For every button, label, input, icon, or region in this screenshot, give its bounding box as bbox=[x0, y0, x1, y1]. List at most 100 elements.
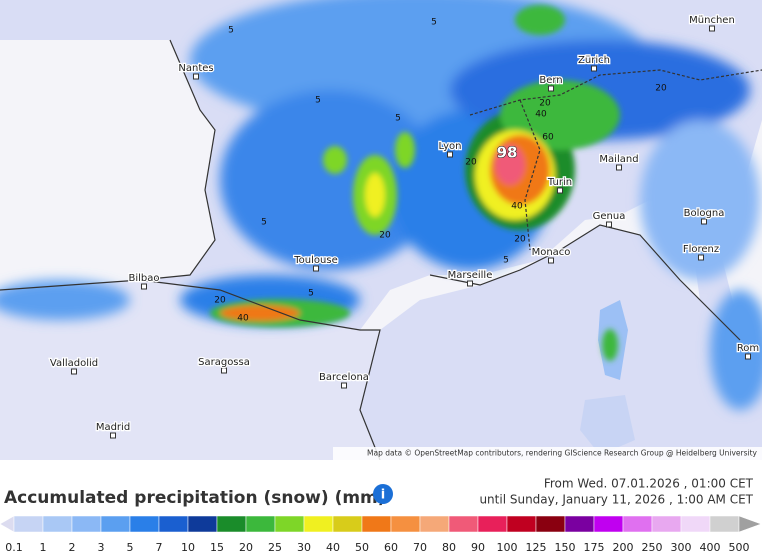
scale-swatch bbox=[361, 515, 392, 533]
city-label: Bilbao bbox=[128, 273, 159, 284]
scale-swatch bbox=[42, 515, 73, 533]
city-marker bbox=[447, 151, 453, 158]
city-label: Lyon bbox=[438, 141, 461, 152]
city-marker bbox=[141, 283, 147, 290]
city-marker bbox=[709, 25, 715, 32]
scale-swatch bbox=[419, 515, 450, 533]
scale-label: 125 bbox=[526, 541, 547, 554]
scale-label: 70 bbox=[413, 541, 427, 554]
contour-label: 5 bbox=[315, 96, 321, 106]
city-marker bbox=[745, 353, 751, 360]
city-label: München bbox=[689, 15, 735, 26]
city-marker bbox=[548, 257, 554, 264]
city-marker bbox=[467, 280, 473, 287]
info-icon[interactable] bbox=[373, 484, 393, 504]
scale-swatch bbox=[303, 515, 334, 533]
contour-label: 40 bbox=[511, 202, 523, 212]
map-layer bbox=[0, 0, 762, 461]
scale-swatch bbox=[680, 515, 711, 533]
scale-swatch bbox=[332, 515, 363, 533]
period-from: From Wed. 07.01.2026 , 01:00 CET bbox=[544, 477, 754, 491]
scale-swatch bbox=[622, 515, 653, 533]
contour-label: 20 bbox=[514, 235, 526, 245]
city-label: Turin bbox=[547, 177, 572, 188]
period-until: until Sunday, January 11, 2026 , 1:00 AM… bbox=[479, 493, 753, 507]
color-scale: 0.1 1 2 3 5 7 10 15 20 25 30 40 50 60 70 80 90 100 125 150 1… bbox=[0, 515, 762, 554]
scale-label: 250 bbox=[642, 541, 663, 554]
scale-label: 300 bbox=[671, 541, 692, 554]
panel-bg bbox=[0, 460, 762, 557]
scale-swatch bbox=[535, 515, 566, 533]
city-marker bbox=[548, 85, 554, 92]
city-marker bbox=[193, 73, 199, 80]
scale-label: 15 bbox=[210, 541, 224, 554]
scale-swatch bbox=[71, 515, 102, 533]
scale-label: 150 bbox=[555, 541, 576, 554]
scale-swatch bbox=[187, 515, 218, 533]
city-label: Genua bbox=[593, 211, 626, 222]
scale-label: 100 bbox=[497, 541, 518, 554]
contour-label: 20 bbox=[655, 84, 667, 94]
contour-label: 20 bbox=[539, 99, 551, 109]
scale-swatch bbox=[709, 515, 740, 533]
scale-label: 50 bbox=[355, 541, 369, 554]
city-label: Florenz bbox=[683, 244, 719, 255]
scale-label: 30 bbox=[297, 541, 311, 554]
contour-label: 20 bbox=[379, 231, 391, 241]
scale-label: 5 bbox=[127, 541, 134, 554]
scale-label: 0.1 bbox=[5, 541, 23, 554]
city-label: Mailand bbox=[599, 154, 638, 165]
city-label: Marseille bbox=[448, 270, 493, 281]
city-marker bbox=[698, 254, 704, 261]
city-label: Bern bbox=[539, 75, 562, 86]
contour-label: 5 bbox=[395, 114, 401, 124]
contour-label: 5 bbox=[228, 26, 234, 36]
contour-label: 40 bbox=[237, 314, 249, 324]
city-label: Rom bbox=[737, 343, 759, 354]
city-marker bbox=[591, 65, 597, 72]
contour-label: 98 bbox=[497, 144, 518, 162]
borders bbox=[0, 39, 762, 461]
city-label: Zürich bbox=[578, 55, 610, 66]
contour-label: 5 bbox=[503, 256, 509, 266]
scale-label: 400 bbox=[700, 541, 721, 554]
scale-swatch bbox=[448, 515, 479, 533]
scale-label: 80 bbox=[442, 541, 456, 554]
precip-heavy bbox=[210, 5, 620, 361]
scale-swatch bbox=[158, 515, 189, 533]
city-label: Barcelona bbox=[319, 372, 369, 383]
city-label: Saragossa bbox=[198, 357, 250, 368]
scale-label: 2 bbox=[69, 541, 76, 554]
info-button[interactable]: i bbox=[373, 484, 393, 504]
scale-swatch bbox=[13, 515, 44, 533]
scale-swatch bbox=[390, 515, 421, 533]
attribution-bg bbox=[333, 447, 762, 460]
contour-label: 40 bbox=[535, 110, 547, 120]
scale-label: 3 bbox=[98, 541, 105, 554]
scale-label: 20 bbox=[239, 541, 253, 554]
scale-label: 1 bbox=[40, 541, 47, 554]
city-marker bbox=[313, 265, 319, 272]
scale-swatch bbox=[477, 515, 508, 533]
contour-label: 5 bbox=[308, 289, 314, 299]
city-label: Toulouse bbox=[293, 255, 337, 266]
scale-label: 40 bbox=[326, 541, 340, 554]
scale-label: 175 bbox=[584, 541, 605, 554]
contour-label: 20 bbox=[465, 158, 477, 168]
city-label: Bologna bbox=[684, 208, 725, 219]
city-label: Nantes bbox=[178, 63, 213, 74]
city-marker bbox=[557, 187, 563, 194]
map-labels: 98604040202020202040205555555MünchenNant… bbox=[49, 14, 760, 439]
contour-label: 5 bbox=[431, 18, 437, 28]
scale-label: 25 bbox=[268, 541, 282, 554]
contour-label: 5 bbox=[261, 218, 267, 228]
scale-label: 10 bbox=[181, 541, 195, 554]
city-marker bbox=[616, 164, 622, 171]
scale-swatch bbox=[506, 515, 537, 533]
city-label: Madrid bbox=[96, 422, 130, 433]
scale-label: 500 bbox=[729, 541, 750, 554]
scale-label: 60 bbox=[384, 541, 398, 554]
scale-swatch bbox=[651, 515, 682, 533]
